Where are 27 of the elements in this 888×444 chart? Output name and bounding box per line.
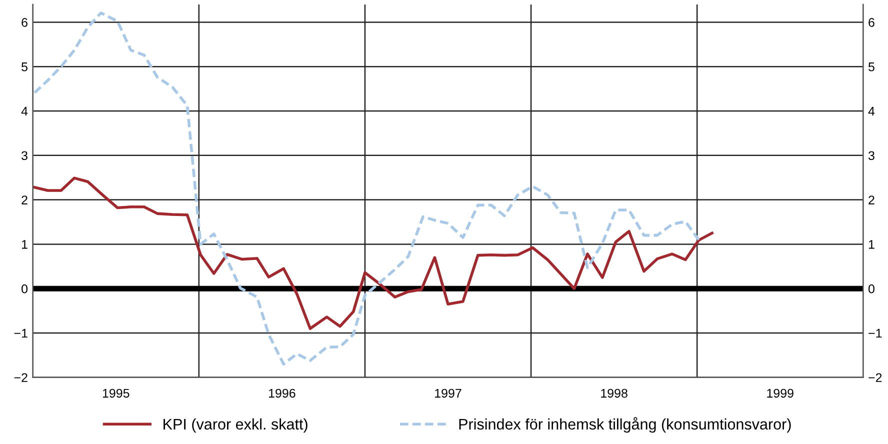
y-tick-label: 6 [22, 18, 28, 27]
x-tick-label: 1998 [601, 388, 628, 398]
y-tick-label: 5 [22, 62, 28, 72]
y2-tick-label: −1 [868, 328, 882, 338]
y-tick-label: 4 [21, 106, 28, 116]
y2-tick-label: 6 [868, 18, 874, 27]
y-tick-label: −2 [14, 373, 28, 382]
y-tick-label: 0 [22, 284, 28, 294]
y2-tick-label: 1 [868, 240, 874, 249]
y-tick-label: 2 [22, 196, 28, 204]
y2-tick-label: 0 [868, 284, 874, 294]
x-tick-label: 1999 [767, 388, 794, 398]
x-tick-label: 1995 [102, 388, 130, 398]
line-series [33, 11, 700, 366]
y2-tick-label: 5 [868, 62, 874, 72]
y2-tick-label: 4 [868, 106, 875, 116]
y-tick-label: 3 [22, 151, 28, 160]
y2-tick-label: 3 [868, 151, 874, 160]
y2-tick-label: 2 [868, 196, 874, 204]
y2-tick-label: −2 [868, 373, 882, 382]
y-tick-label: −1 [14, 328, 28, 338]
x-tick-label: 1997 [435, 388, 462, 398]
legend-label: KPI (varor exkl. skatt) [164, 418, 308, 433]
legend-label: Prisindex för inhemsk tillgång (konsumtionsvaror) [459, 417, 791, 433]
y-tick-label: 1 [22, 240, 28, 249]
line-series [33, 176, 714, 330]
x-tick-label: 1996 [268, 388, 296, 398]
